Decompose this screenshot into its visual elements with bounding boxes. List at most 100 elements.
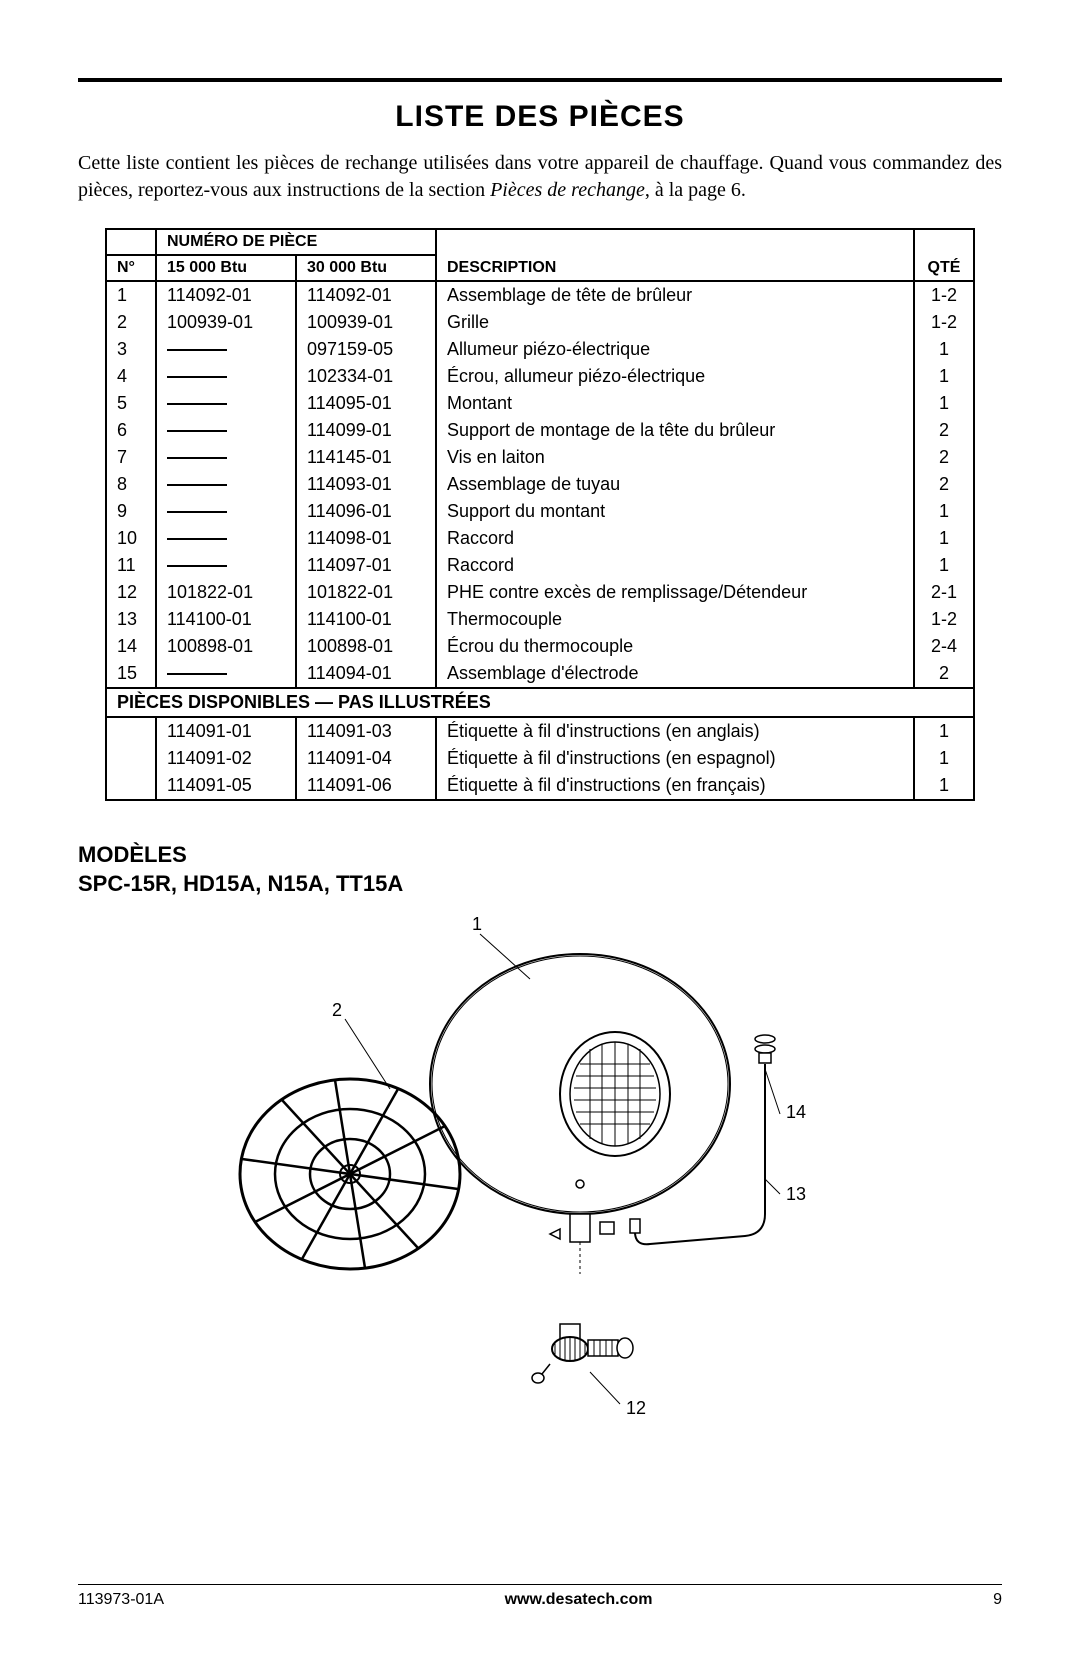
table-row: 7114145-01Vis en laiton2 [106,444,974,471]
cell-qty: 1 [914,552,974,579]
models-label: MODÈLES [78,841,1002,870]
table-row: 8 114093-01Assemblage de tuyau2 [106,471,974,498]
cell-num: 4 [106,363,156,390]
exploded-diagram: 1 2 14 13 12 [78,904,1002,1469]
cell-qty: 1 [914,336,974,363]
cell-p15 [156,363,296,390]
cell-desc: Vis en laiton [436,444,914,471]
cell-p15: 114091-05 [156,772,296,800]
cell-p15: 101822-01 [156,579,296,606]
cell-qty: 1 [914,498,974,525]
cell-qty: 1 [914,745,974,772]
cell-p30: 100898-01 [296,633,436,660]
cell-num: 15 [106,660,156,688]
cell-desc: Écrou du thermocouple [436,633,914,660]
table-row: 2100939-01100939-01Grille1-2 [106,309,974,336]
th-blank [106,229,156,255]
cell-desc: Assemblage de tête de brûleur [436,281,914,309]
intro-italic: Pièces de rechange [490,179,645,201]
table-row: 114091-02114091-04Étiquette à fil d'inst… [106,745,974,772]
cell-desc: Étiquette à fil d'instructions (en franç… [436,772,914,800]
th-btu30: 30 000 Btu [296,255,436,281]
cell-p30: 102334-01 [296,363,436,390]
cell-p15: 114100-01 [156,606,296,633]
models-list: SPC-15R, HD15A, N15A, TT15A [78,870,1002,899]
cell-desc: Grille [436,309,914,336]
cell-num: 2 [106,309,156,336]
cell-num [106,717,156,745]
th-desc: DESCRIPTION [436,255,914,281]
parts-table: NUMÉRO DE PIÈCE N° 15 000 Btu 30 000 Btu… [105,228,975,801]
cell-qty: 1 [914,717,974,745]
cell-num: 9 [106,498,156,525]
top-rule [78,78,1002,82]
cell-num: 6 [106,417,156,444]
th-blank2 [436,229,914,255]
th-part-number: NUMÉRO DE PIÈCE [156,229,436,255]
cell-p30: 114095-01 [296,390,436,417]
table-row: 114091-05114091-06Étiquette à fil d'inst… [106,772,974,800]
cell-num [106,772,156,800]
cell-p30: 114092-01 [296,281,436,309]
cell-num: 12 [106,579,156,606]
cell-p30: 114096-01 [296,498,436,525]
cell-p15: 114091-02 [156,745,296,772]
cell-p15 [156,471,296,498]
cell-desc: Assemblage de tuyau [436,471,914,498]
th-blank3 [914,229,974,255]
table-row: 5 114095-01Montant1 [106,390,974,417]
cell-desc: Raccord [436,525,914,552]
cell-num: 8 [106,471,156,498]
cell-p30: 114098-01 [296,525,436,552]
intro-text: Cette liste contient les pièces de recha… [78,150,1002,204]
cell-qty: 2 [914,417,974,444]
table-row: 4 102334-01Écrou, allumeur piézo-électriq… [106,363,974,390]
cell-qty: 1 [914,390,974,417]
cell-desc: Étiquette à fil d'instructions (en angla… [436,717,914,745]
cell-p30: 114100-01 [296,606,436,633]
models-heading: MODÈLES SPC-15R, HD15A, N15A, TT15A [78,841,1002,898]
cell-desc: Écrou, allumeur piézo-électrique [436,363,914,390]
cell-qty: 1 [914,772,974,800]
cell-num: 13 [106,606,156,633]
cell-p15 [156,660,296,688]
th-btu15: 15 000 Btu [156,255,296,281]
cell-desc: Montant [436,390,914,417]
cell-p15: 114092-01 [156,281,296,309]
table-row: 14100898-01100898-01Écrou du thermocoupl… [106,633,974,660]
cell-p15 [156,417,296,444]
callout-13: 13 [786,1184,806,1204]
cell-p30: 114093-01 [296,471,436,498]
cell-p15 [156,498,296,525]
table-row: 9114096-01Support du montant1 [106,498,974,525]
cell-num [106,745,156,772]
callout-14: 14 [786,1102,806,1122]
table-row: 15114094-01Assemblage d'électrode2 [106,660,974,688]
cell-num: 11 [106,552,156,579]
cell-p15: 100939-01 [156,309,296,336]
cell-p15 [156,336,296,363]
table-row: 12101822-01101822-01PHE contre excès de … [106,579,974,606]
table-row: 11114097-01Raccord1 [106,552,974,579]
cell-qty: 2 [914,471,974,498]
cell-qty: 2 [914,660,974,688]
callout-12: 12 [626,1398,646,1418]
cell-p15 [156,390,296,417]
cell-p15 [156,444,296,471]
reflector-dish [430,954,730,1274]
cell-qty: 1-2 [914,606,974,633]
th-qty: QTÉ [914,255,974,281]
cell-p30: 114091-04 [296,745,436,772]
cell-desc: Étiquette à fil d'instructions (en espag… [436,745,914,772]
cell-qty: 2 [914,444,974,471]
cell-p30: 114099-01 [296,417,436,444]
callout-1: 1 [472,914,482,934]
cell-qty: 2-4 [914,633,974,660]
cell-p30: 100939-01 [296,309,436,336]
cell-p15: 100898-01 [156,633,296,660]
cell-qty: 1 [914,363,974,390]
table-row: 6114099-01Support de montage de la tête … [106,417,974,444]
cell-num: 5 [106,390,156,417]
footer-center: www.desatech.com [505,1591,653,1609]
cell-p30: 101822-01 [296,579,436,606]
